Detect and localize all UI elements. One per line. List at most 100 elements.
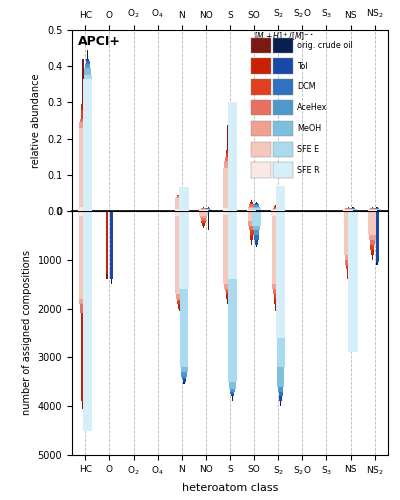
- Bar: [273, 211, 278, 294]
- Bar: [230, 138, 235, 211]
- Bar: [110, 211, 113, 279]
- Bar: [348, 211, 349, 284]
- Bar: [274, 206, 277, 211]
- Y-axis label: relative abundance: relative abundance: [31, 73, 41, 168]
- Bar: [231, 121, 234, 211]
- Bar: [279, 188, 282, 211]
- FancyBboxPatch shape: [273, 121, 293, 136]
- Text: Tol: Tol: [297, 62, 308, 70]
- Bar: [223, 211, 232, 215]
- Bar: [177, 211, 181, 304]
- Bar: [179, 211, 189, 289]
- Bar: [232, 118, 233, 211]
- Bar: [82, 211, 84, 408]
- Bar: [278, 211, 283, 392]
- Bar: [202, 208, 205, 211]
- Bar: [250, 204, 254, 211]
- Bar: [180, 211, 188, 367]
- Bar: [179, 188, 189, 211]
- Bar: [272, 211, 279, 289]
- Bar: [79, 211, 87, 298]
- Bar: [350, 209, 356, 211]
- Bar: [255, 211, 258, 245]
- Text: APCI+: APCI+: [78, 36, 121, 49]
- Bar: [368, 209, 376, 211]
- Bar: [84, 68, 91, 211]
- Bar: [82, 104, 84, 211]
- Bar: [276, 211, 286, 338]
- Bar: [277, 211, 284, 386]
- Bar: [275, 211, 276, 311]
- Bar: [254, 204, 258, 211]
- Bar: [352, 211, 354, 289]
- Bar: [224, 168, 232, 211]
- Bar: [271, 211, 281, 216]
- Bar: [230, 135, 234, 211]
- Bar: [228, 146, 236, 211]
- Bar: [225, 158, 230, 211]
- Bar: [369, 211, 376, 240]
- Bar: [375, 208, 379, 211]
- Bar: [84, 75, 92, 211]
- Bar: [180, 196, 188, 211]
- Bar: [275, 206, 276, 211]
- Text: AceHex: AceHex: [297, 104, 328, 112]
- Bar: [176, 211, 183, 298]
- Bar: [248, 208, 256, 211]
- Bar: [206, 208, 210, 211]
- Bar: [106, 211, 108, 274]
- Bar: [202, 211, 205, 226]
- Bar: [349, 210, 357, 211]
- Text: SFE E: SFE E: [297, 145, 320, 154]
- Bar: [85, 64, 90, 211]
- FancyBboxPatch shape: [250, 80, 271, 94]
- X-axis label: heteroatom class: heteroatom class: [182, 483, 278, 493]
- Bar: [352, 211, 354, 292]
- Bar: [201, 211, 206, 220]
- Bar: [373, 210, 381, 211]
- Bar: [224, 211, 232, 284]
- Bar: [280, 211, 281, 406]
- FancyBboxPatch shape: [250, 100, 271, 116]
- Bar: [252, 211, 261, 226]
- Bar: [250, 211, 254, 236]
- FancyBboxPatch shape: [273, 100, 293, 116]
- Bar: [253, 211, 260, 231]
- Bar: [83, 211, 92, 430]
- Bar: [181, 195, 188, 211]
- Bar: [80, 118, 86, 211]
- Bar: [251, 200, 252, 211]
- Bar: [369, 208, 376, 211]
- Bar: [183, 192, 186, 211]
- Bar: [351, 208, 355, 211]
- Bar: [78, 211, 88, 216]
- Bar: [374, 208, 380, 211]
- Bar: [279, 211, 283, 396]
- Bar: [78, 207, 88, 211]
- FancyBboxPatch shape: [273, 162, 293, 178]
- Bar: [345, 208, 352, 211]
- Bar: [80, 122, 86, 211]
- FancyBboxPatch shape: [273, 80, 293, 94]
- Bar: [376, 211, 378, 262]
- Bar: [208, 211, 209, 231]
- Bar: [178, 211, 181, 308]
- Bar: [175, 211, 184, 294]
- Bar: [248, 211, 256, 220]
- FancyBboxPatch shape: [273, 58, 293, 74]
- Bar: [368, 211, 376, 236]
- Bar: [177, 211, 182, 301]
- Bar: [80, 211, 86, 314]
- Bar: [228, 102, 237, 211]
- Bar: [276, 186, 286, 211]
- Bar: [372, 207, 373, 211]
- Bar: [256, 202, 257, 211]
- Bar: [224, 161, 231, 211]
- Bar: [87, 50, 88, 211]
- Bar: [227, 125, 228, 211]
- Bar: [274, 211, 277, 304]
- Bar: [84, 211, 91, 306]
- FancyBboxPatch shape: [250, 121, 271, 136]
- Bar: [177, 196, 182, 211]
- Bar: [106, 211, 108, 279]
